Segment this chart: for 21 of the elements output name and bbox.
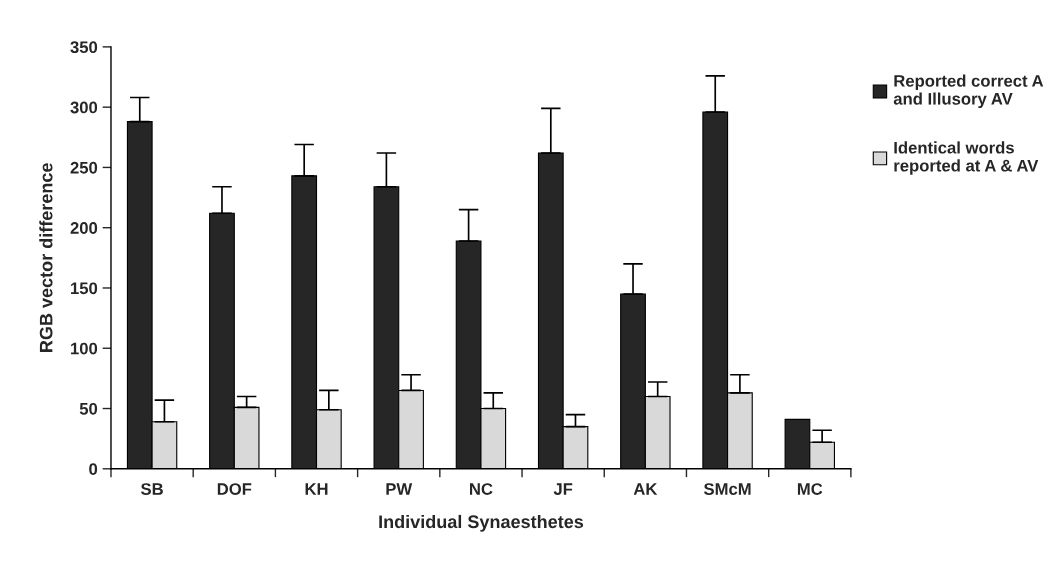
y-tick-label: 150: [71, 282, 98, 295]
legend-label: Reported correct A and Illusory AV: [893, 74, 1044, 109]
x-tick-label: NC: [470, 483, 493, 495]
y-tick-label: 350: [70, 41, 98, 54]
x-tick-label: SMcM: [703, 483, 751, 495]
y-axis-title: RGB vector difference: [39, 163, 53, 352]
x-tick-label: DOF: [217, 483, 252, 495]
x-tick-label: PW: [386, 483, 413, 495]
x-tick-label: JF: [553, 483, 573, 495]
x-tick-label: AK: [633, 483, 658, 495]
x-tick-label: SB: [140, 483, 163, 495]
x-tick-label: KH: [305, 483, 328, 495]
legend-label: Identical words reported at A & AV: [894, 141, 1039, 175]
y-tick-label: 50: [79, 402, 98, 415]
y-tick-label: 300: [70, 101, 98, 114]
y-tick-label: 200: [70, 222, 98, 234]
y-tick-label: 100: [71, 342, 98, 355]
y-tick-label: 0: [89, 463, 98, 475]
y-tick-label: 250: [70, 161, 98, 174]
x-tick-label: MC: [797, 483, 823, 495]
x-axis-title: Individual Synaesthetes: [379, 514, 584, 532]
